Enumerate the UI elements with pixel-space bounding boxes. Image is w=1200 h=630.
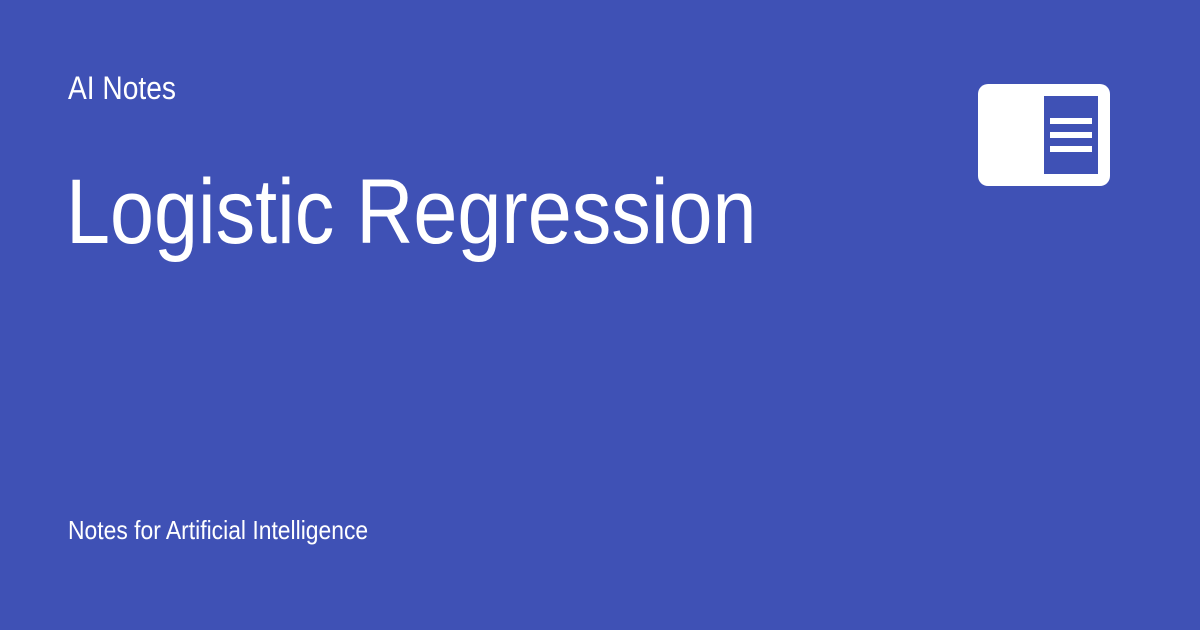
page-title: Logistic Regression xyxy=(66,161,757,263)
site-description: Notes for Artificial Intelligence xyxy=(68,515,369,545)
site-name: AI Notes xyxy=(68,70,176,106)
document-lines-icon xyxy=(978,84,1110,186)
